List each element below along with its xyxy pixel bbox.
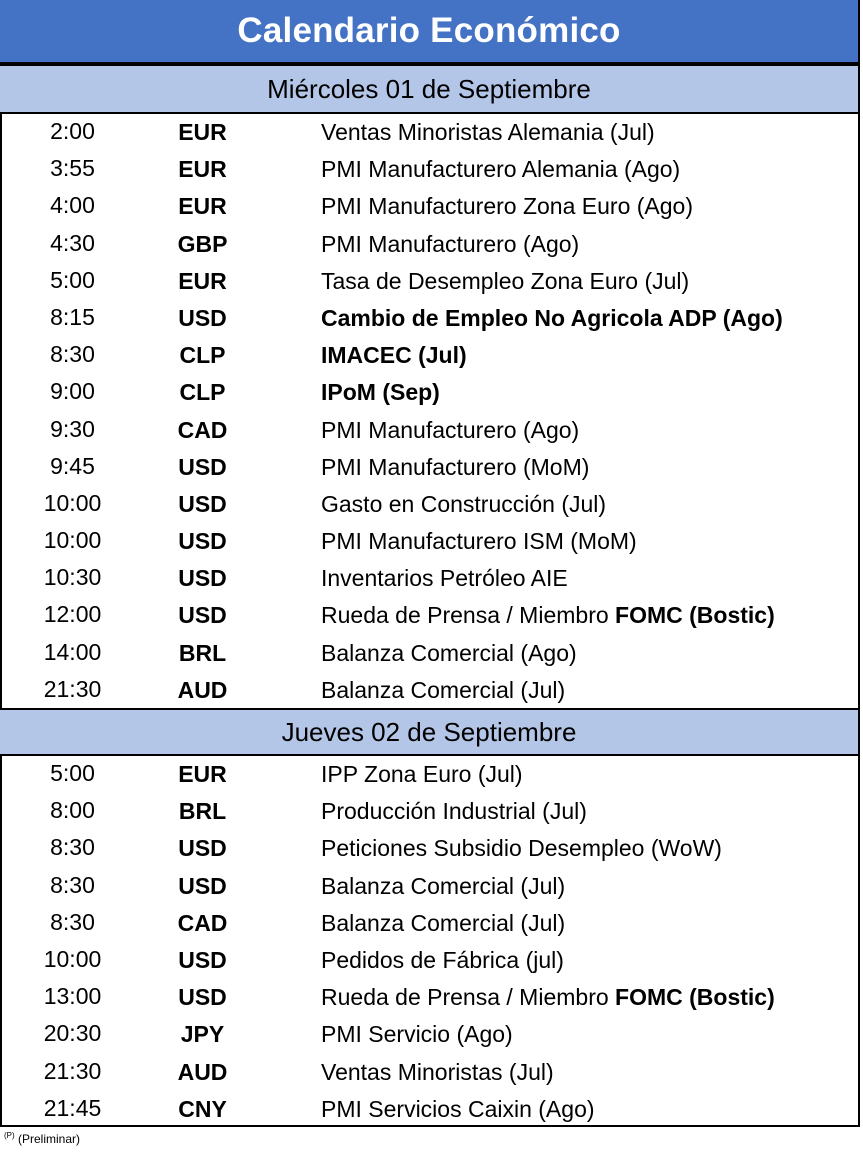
event-row: 10:00 USD PMI Manufacturero ISM (MoM) (43, 527, 637, 555)
event-row: 9:30 CAD PMI Manufacturero (Ago) (50, 415, 580, 443)
event-row: 8:15 USD Cambio de Empleo No Agricola ADP … (50, 303, 783, 331)
event-row: 8:30 USD Peticiones Subsidio Desempleo (Wo… (50, 834, 722, 862)
event-row: 21:30 AUD Balanza Comercial (Jul) (43, 675, 566, 703)
event-row: 8:30 CAD Balanza Comercial (Jul) (50, 908, 566, 936)
event-row: 9:00 CLP IPoM (Sep) (50, 378, 440, 406)
event-row: 4:30 GBP PMI Manufacturero (Ago) (50, 229, 580, 257)
event-row: 10:30 USD Inventarios Petróleo AIE (43, 564, 568, 592)
event-row: 20:30 JPY PMI Servicio (Ago) (43, 1020, 513, 1048)
page-title: Calendario Económico (0, 0, 858, 64)
footnote: (P) (Preliminar) (4, 1131, 80, 1146)
event-row: 13:00 USD Rueda de Prensa / Miembro FOMC (… (43, 983, 775, 1011)
event-row: 21:30 AUD Ventas Minoristas (Jul) (43, 1057, 554, 1085)
event-row: 14:00 BRL Balanza Comercial (Ago) (43, 638, 577, 666)
event-row: 9:45 USD PMI Manufacturero (MoM) (50, 452, 590, 480)
day-2-events: 5:00 EUR IPP Zona Euro (Jul) 8:00 BRL Produc… (0, 756, 858, 1128)
day-header-1: Miércoles 01 de Septiembre (0, 64, 858, 114)
event-row: 8:00 BRL Producción Industrial (Jul) (50, 797, 587, 825)
footnote-mark: (P) (4, 1131, 15, 1140)
event-row: 5:00 EUR IPP Zona Euro (Jul) (50, 760, 523, 787)
event-row: 2:00 EUR Ventas Minoristas Alemania (Jul) (50, 118, 655, 145)
event-row: 8:30 USD Balanza Comercial (Jul) (50, 871, 566, 899)
event-row: 4:00 EUR PMI Manufacturero Zona Euro (Ago) (50, 192, 693, 220)
footnote-text: (Preliminar) (18, 1132, 81, 1146)
event-row: 3:55 EUR PMI Manufacturero Alemania (Ago) (50, 155, 681, 183)
day-1-events: 2:00 EUR Ventas Minoristas Alemania (Jul) … (0, 114, 858, 709)
day-header-2: Jueves 02 de Septiembre (0, 708, 858, 756)
event-row: 12:00 USD Rueda de Prensa / Miembro FOMC (… (43, 601, 775, 629)
event-row: 5:00 EUR Tasa de Desempleo Zona Euro (Jul) (50, 266, 690, 294)
event-row: 10:00 USD Pedidos de Fábrica (jul) (43, 945, 564, 973)
event-row: 10:00 USD Gasto en Construcción (Jul) (43, 489, 607, 517)
event-row: 21:45 CNY PMI Servicios Caixin (Ago) (43, 1094, 595, 1122)
event-row: 8:30 CLP IMACEC (Jul) (50, 341, 467, 369)
